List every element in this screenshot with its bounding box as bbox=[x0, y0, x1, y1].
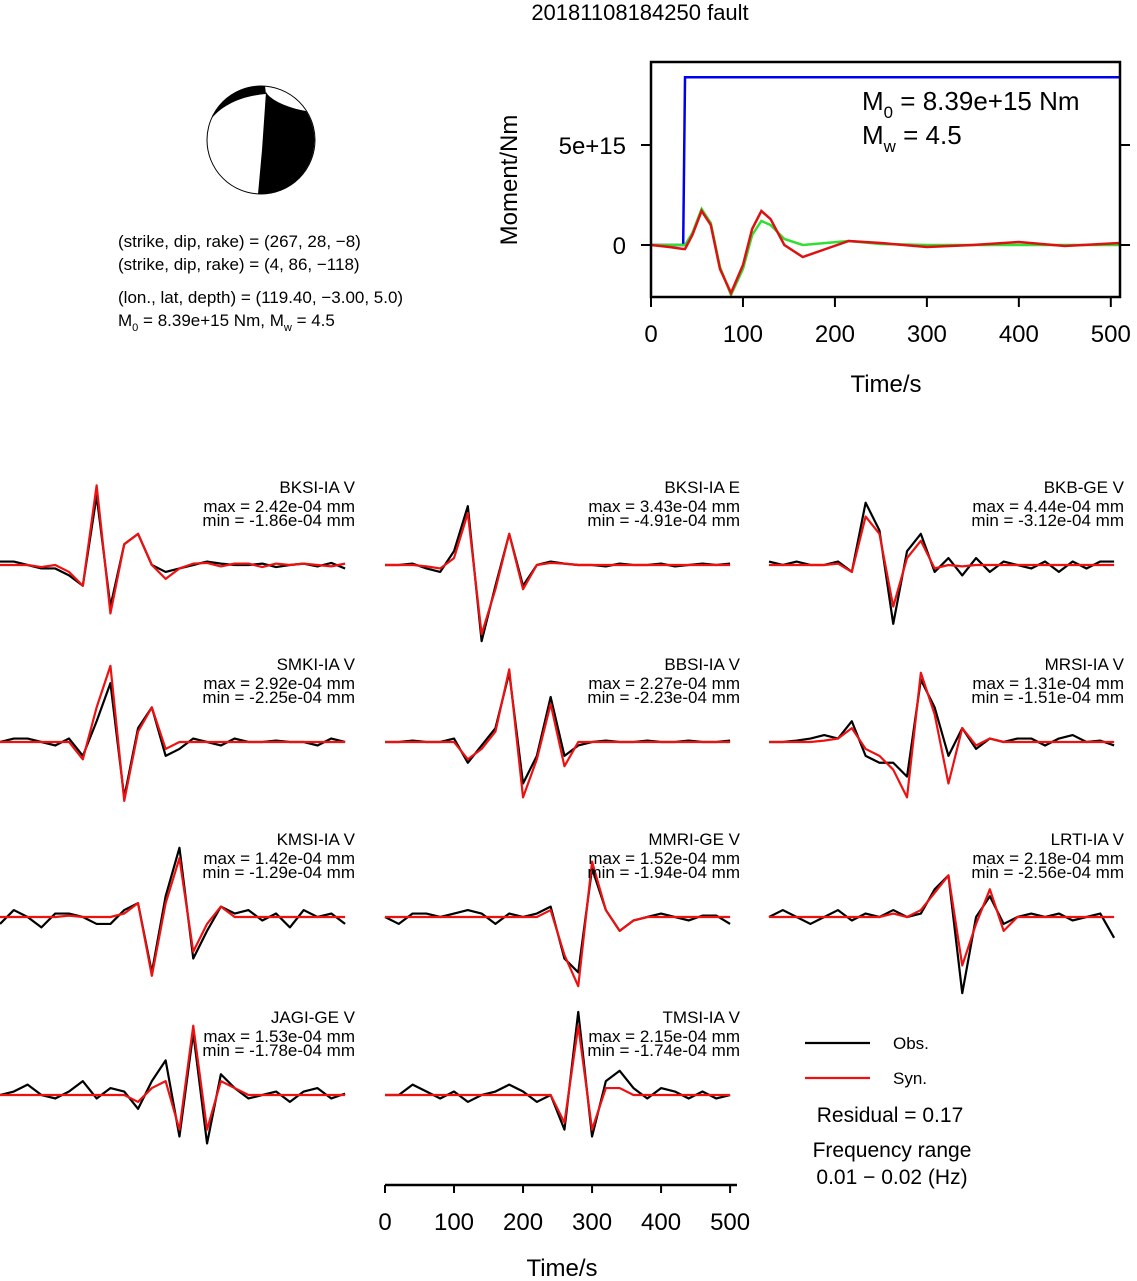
station-label: SMKI-IA V bbox=[277, 655, 356, 674]
min-label: min = -1.78e-04 mm bbox=[202, 1041, 355, 1060]
text-part: = 4.5 bbox=[292, 311, 335, 330]
text-part: = 8.39e+15 Nm bbox=[893, 86, 1079, 116]
x-tick-label: 100 bbox=[723, 321, 763, 348]
min-label: min = -1.74e-04 mm bbox=[587, 1041, 740, 1060]
moment-annotation: M0 = 8.39e+15 Nm bbox=[862, 86, 1080, 122]
mechanism-info: (lon., lat, depth) = (119.40, −3.00, 5.0… bbox=[118, 288, 403, 307]
syn-trace bbox=[0, 1024, 346, 1131]
x-tick-label: 200 bbox=[503, 1209, 543, 1236]
syn-trace bbox=[385, 511, 731, 636]
x-tick-label: 200 bbox=[815, 321, 855, 348]
legend-label: Obs. bbox=[893, 1034, 929, 1053]
max-label: max = 2.42e-04 mm bbox=[203, 497, 355, 516]
x-tick-label: 400 bbox=[999, 321, 1039, 348]
mechanism-info: (strike, dip, rake) = (4, 86, −118) bbox=[118, 255, 360, 274]
x-tick-label: 300 bbox=[572, 1209, 612, 1236]
subscript: w bbox=[883, 137, 897, 156]
x-tick-label: 0 bbox=[644, 321, 657, 348]
station-label: LRTI-IA V bbox=[1051, 830, 1125, 849]
plot-frame bbox=[649, 60, 1122, 299]
x-axis-label: Time/s bbox=[526, 1255, 597, 1281]
min-label: min = -4.91e-04 mm bbox=[587, 511, 740, 530]
syn-trace bbox=[769, 671, 1115, 799]
station-label: BKSI-IA E bbox=[664, 478, 740, 497]
station-label: BKSI-IA V bbox=[279, 478, 355, 497]
obs-trace bbox=[769, 678, 1115, 778]
station-label: MMRI-GE V bbox=[648, 830, 740, 849]
subscript: w bbox=[283, 322, 292, 334]
max-label: max = 1.42e-04 mm bbox=[203, 849, 355, 868]
x-tick-label: 400 bbox=[641, 1209, 681, 1236]
max-label: max = 4.44e-04 mm bbox=[972, 497, 1124, 516]
moment-line bbox=[650, 208, 1121, 297]
text-part: M bbox=[118, 311, 132, 330]
x-tick-label: 100 bbox=[434, 1209, 474, 1236]
max-label: max = 2.18e-04 mm bbox=[972, 849, 1124, 868]
obs-trace bbox=[0, 846, 346, 974]
subscript: 0 bbox=[884, 103, 893, 122]
syn-trace bbox=[385, 860, 731, 988]
syn-trace bbox=[0, 857, 346, 977]
min-label: min = -1.94e-04 mm bbox=[587, 863, 740, 882]
syn-trace bbox=[769, 515, 1115, 608]
x-axis-label: Time/s bbox=[850, 371, 921, 398]
x-tick-label: 0 bbox=[378, 1209, 391, 1236]
figure-title: 20181108184250 fault bbox=[531, 0, 748, 25]
y-axis-label: Moment/Nm bbox=[496, 115, 523, 246]
min-label: min = -2.23e-04 mm bbox=[587, 688, 740, 707]
station-label: TMSI-IA V bbox=[663, 1008, 741, 1027]
x-tick-label: 300 bbox=[907, 321, 947, 348]
min-label: min = -1.51e-04 mm bbox=[971, 688, 1124, 707]
max-label: max = 1.52e-04 mm bbox=[588, 849, 740, 868]
text-part: = 4.5 bbox=[896, 120, 962, 150]
y-tick-label: 5e+15 bbox=[559, 133, 626, 160]
text-part: M bbox=[862, 120, 884, 150]
min-label: min = -1.29e-04 mm bbox=[202, 863, 355, 882]
subscript: 0 bbox=[132, 322, 138, 334]
obs-trace bbox=[385, 1010, 731, 1138]
syn-trace bbox=[0, 484, 346, 615]
max-label: max = 2.92e-04 mm bbox=[203, 674, 355, 693]
text-part: = 8.39e+15 Nm, M bbox=[138, 311, 284, 330]
x-tick-label: 500 bbox=[1091, 321, 1131, 348]
max-label: max = 1.31e-04 mm bbox=[972, 674, 1124, 693]
min-label: min = -3.12e-04 mm bbox=[971, 511, 1124, 530]
frequency-range: Frequency range bbox=[813, 1139, 972, 1162]
moment-info: M0 = 8.39e+15 Nm, Mw = 4.5 bbox=[118, 311, 335, 334]
moment-annotation: Mw = 4.5 bbox=[862, 120, 962, 156]
station-label: JAGI-GE V bbox=[271, 1008, 356, 1027]
station-label: KMSI-IA V bbox=[277, 830, 356, 849]
max-label: max = 1.53e-04 mm bbox=[203, 1027, 355, 1046]
station-label: BKB-GE V bbox=[1044, 478, 1125, 497]
residual: Residual = 0.17 bbox=[817, 1104, 964, 1127]
min-label: min = -2.56e-04 mm bbox=[971, 863, 1124, 882]
min-label: min = -1.86e-04 mm bbox=[202, 511, 355, 530]
max-label: max = 2.15e-04 mm bbox=[588, 1027, 740, 1046]
y-tick-label: 0 bbox=[613, 233, 626, 260]
station-label: BBSI-IA V bbox=[664, 655, 740, 674]
syn-trace bbox=[0, 664, 346, 802]
moment-line bbox=[651, 75, 1120, 247]
frequency-range: 0.01 − 0.02 (Hz) bbox=[816, 1166, 967, 1189]
text-part: M bbox=[862, 86, 884, 116]
station-label: MRSI-IA V bbox=[1045, 655, 1125, 674]
obs-trace bbox=[0, 1031, 346, 1145]
max-label: max = 3.43e-04 mm bbox=[588, 497, 740, 516]
min-label: min = -2.25e-04 mm bbox=[202, 688, 355, 707]
max-label: max = 2.27e-04 mm bbox=[588, 674, 740, 693]
syn-trace bbox=[385, 1024, 731, 1131]
mechanism-info: (strike, dip, rake) = (267, 28, −8) bbox=[118, 232, 361, 251]
syn-trace bbox=[385, 668, 731, 799]
x-tick-label: 500 bbox=[710, 1209, 750, 1236]
beachball bbox=[206, 85, 316, 195]
syn-trace bbox=[769, 874, 1115, 967]
legend-label: Syn. bbox=[893, 1069, 927, 1088]
